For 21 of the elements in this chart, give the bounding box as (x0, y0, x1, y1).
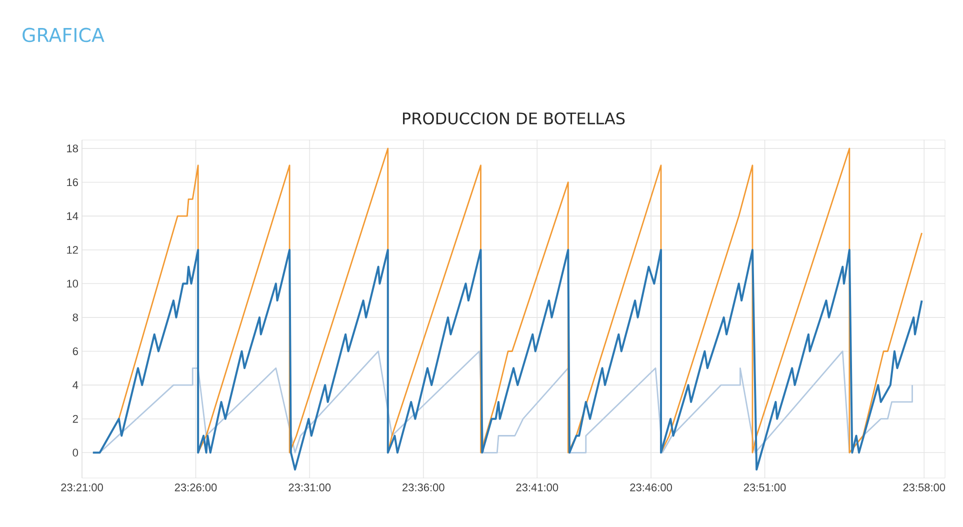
y-tick-label: 12 (67, 246, 78, 254)
text: GRAFICA (22, 28, 104, 42)
y-tick-label: 4 (72, 381, 78, 389)
x-tick-label: 23:36:00 (402, 484, 444, 492)
x-tick-label: 23:21:00 (61, 484, 103, 492)
y-tick-label: 2 (72, 415, 78, 423)
chart-title: PRODUCCION DE BOTELLAS (403, 112, 625, 124)
y-tick-label: 0 (72, 448, 78, 457)
x-tick-label: 23:46:00 (630, 484, 672, 492)
x-tick-label: 23:41:00 (516, 484, 558, 492)
x-tick-label: 23:58:00 (903, 484, 946, 492)
y-tick-label: 18 (67, 144, 78, 152)
x-tick-label: 23:31:00 (288, 484, 331, 492)
x-tick-label: 23:51:00 (744, 484, 786, 492)
y-tick-label: 14 (67, 212, 78, 220)
y-tick-label: 6 (72, 347, 78, 356)
x-tick-label: 23:26:00 (174, 484, 217, 492)
y-tick-label: 10 (67, 280, 78, 288)
y-tick-label: 8 (72, 314, 78, 322)
line-series (92, 248, 923, 471)
y-tick-label: 16 (67, 178, 78, 186)
